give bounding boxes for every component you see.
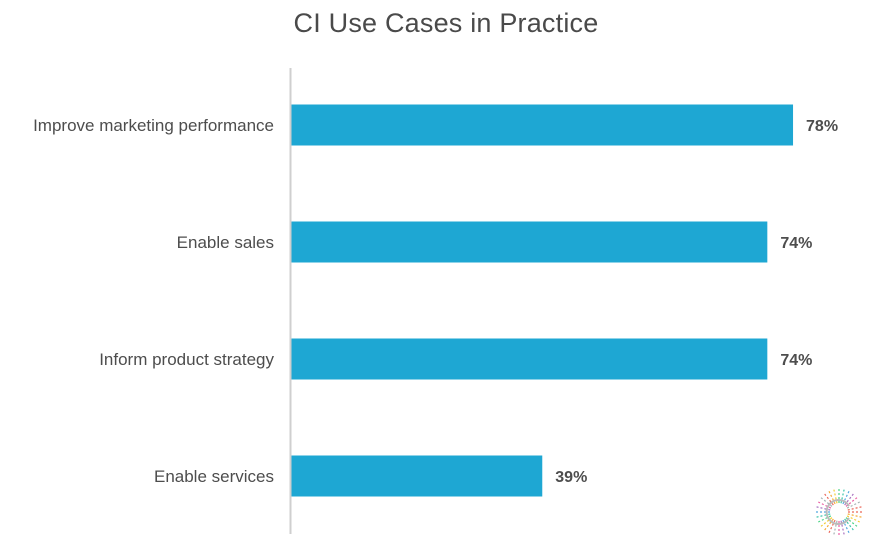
bar [291, 221, 768, 263]
bars-layer [291, 104, 794, 497]
starburst-logo-icon [811, 484, 867, 540]
bar [291, 104, 794, 146]
data-label: 74% [780, 235, 812, 252]
chart-title: CI Use Cases in Practice [293, 8, 599, 38]
category-label: Enable sales [177, 233, 274, 252]
category-label: Inform product strategy [99, 350, 274, 369]
bar [291, 338, 768, 380]
data-label: 74% [780, 352, 812, 369]
data-label: 39% [555, 469, 587, 486]
bar [291, 455, 543, 497]
data-label: 78% [806, 118, 838, 135]
category-label: Improve marketing performance [33, 116, 274, 135]
category-label: Enable services [154, 467, 274, 486]
labels-layer: Improve marketing performance 78% Enable s… [33, 116, 838, 486]
